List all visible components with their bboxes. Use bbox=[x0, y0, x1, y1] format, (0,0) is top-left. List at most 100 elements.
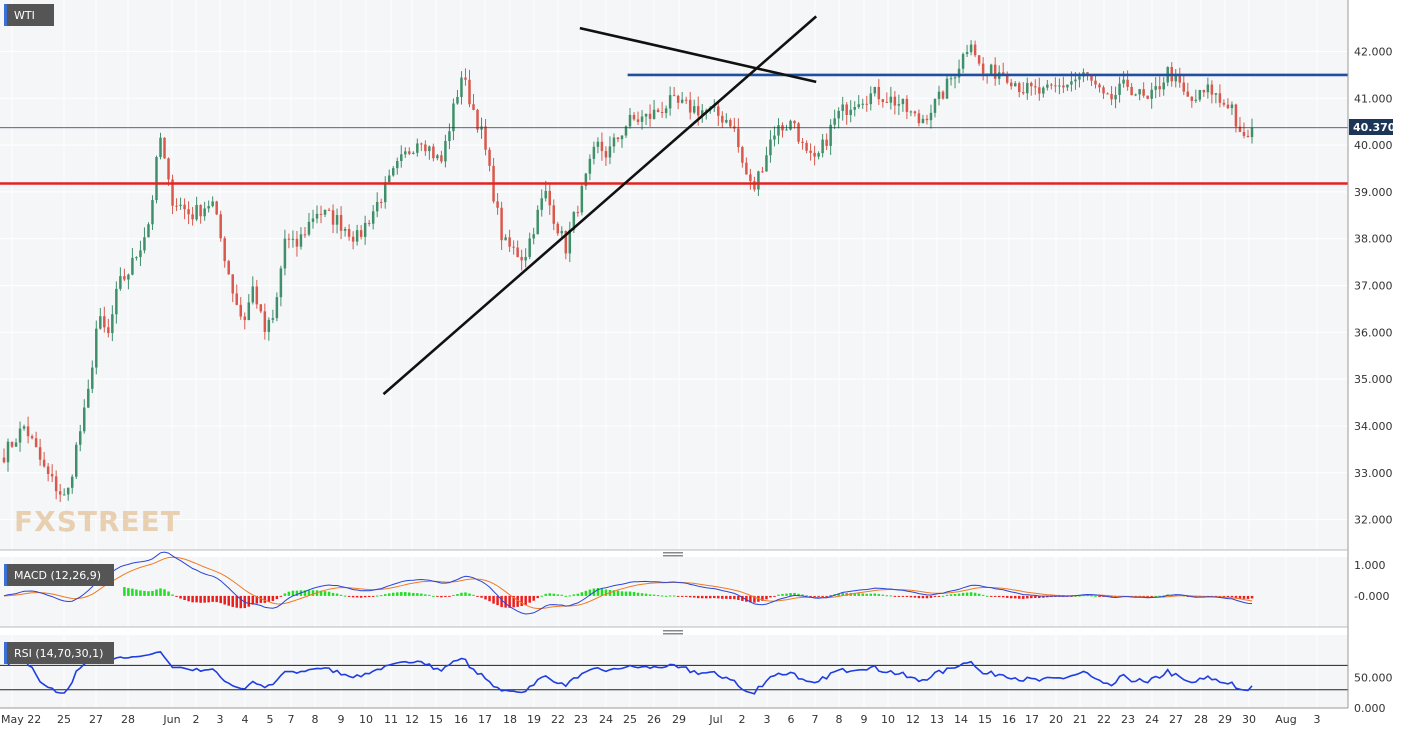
candle-body bbox=[1030, 82, 1033, 87]
macd-histogram-bar bbox=[841, 592, 844, 596]
candle-body bbox=[179, 204, 182, 206]
x-tick-label: 8 bbox=[312, 713, 319, 726]
candle-body bbox=[303, 234, 307, 236]
candle-body bbox=[367, 222, 371, 224]
x-tick-label: Jun bbox=[162, 713, 180, 726]
wti-label-text: WTI bbox=[14, 9, 35, 22]
macd-histogram-bar bbox=[223, 595, 226, 605]
macd-histogram-bar bbox=[660, 595, 664, 597]
candle-body bbox=[359, 230, 363, 237]
macd-histogram-bar bbox=[785, 593, 788, 596]
candle-body bbox=[721, 115, 724, 123]
x-tick-label: 23 bbox=[574, 713, 588, 726]
candle-body bbox=[387, 175, 391, 183]
candle-body bbox=[1062, 85, 1065, 88]
candle-body bbox=[50, 473, 54, 477]
macd-histogram-bar bbox=[367, 595, 371, 598]
candle-body bbox=[355, 230, 359, 242]
candle-body bbox=[981, 63, 985, 74]
candle-body bbox=[933, 98, 937, 113]
candle-body bbox=[1150, 89, 1153, 99]
candle-body bbox=[163, 137, 166, 159]
x-tick-label: 15 bbox=[978, 713, 992, 726]
macd-histogram-bar bbox=[777, 594, 780, 596]
macd-histogram-bar bbox=[616, 590, 620, 596]
macd-histogram-bar bbox=[488, 595, 491, 602]
candle-body bbox=[167, 158, 170, 180]
macd-histogram-bar bbox=[1034, 595, 1037, 598]
rsi-line bbox=[7, 651, 1253, 695]
candle-body bbox=[889, 96, 893, 103]
candle-body bbox=[1158, 86, 1161, 90]
macd-histogram-bar bbox=[941, 595, 945, 597]
candle-body bbox=[861, 103, 864, 105]
candle-body bbox=[460, 77, 463, 97]
candle-body bbox=[452, 103, 455, 132]
macd-histogram-bar bbox=[219, 595, 222, 604]
macd-histogram-bar bbox=[668, 595, 672, 597]
macd-histogram-bar bbox=[688, 595, 692, 598]
candle-body bbox=[524, 256, 527, 261]
candle-body bbox=[753, 181, 756, 190]
macd-histogram-bar bbox=[335, 593, 339, 596]
candle-body bbox=[1218, 93, 1222, 103]
candle-body bbox=[725, 120, 728, 123]
macd-histogram-bar bbox=[155, 589, 158, 596]
candle-body bbox=[608, 146, 612, 158]
candle-body bbox=[271, 318, 275, 320]
candle-body bbox=[881, 99, 885, 102]
y-tick-label: 32.000 bbox=[1354, 514, 1393, 527]
macd-histogram-bar bbox=[436, 595, 439, 597]
candle-body bbox=[323, 209, 327, 215]
macd-label-text: MACD (12,26,9) bbox=[14, 569, 101, 582]
macd-histogram-bar bbox=[949, 594, 953, 596]
x-tick-label: 8 bbox=[836, 713, 843, 726]
macd-histogram-bar bbox=[568, 595, 572, 597]
candle-body bbox=[1005, 73, 1009, 83]
macd-histogram-bar bbox=[861, 593, 864, 596]
macd-histogram-bar bbox=[692, 595, 696, 598]
macd-histogram-bar bbox=[175, 595, 178, 597]
candle-body bbox=[243, 316, 247, 321]
y-tick-label: 37.000 bbox=[1354, 280, 1393, 293]
macd-histogram-bar bbox=[544, 593, 547, 596]
candle-body bbox=[897, 104, 901, 106]
macd-histogram-bar bbox=[1158, 595, 1161, 597]
candle-body bbox=[66, 487, 70, 495]
pane-divider-handle-macd[interactable] bbox=[663, 552, 683, 557]
macd-histogram-bar bbox=[965, 592, 969, 596]
macd-histogram-bar bbox=[456, 593, 459, 596]
macd-histogram-bar bbox=[773, 595, 776, 597]
candle-body bbox=[1214, 93, 1218, 95]
candle-body bbox=[1198, 89, 1202, 100]
candle-body bbox=[420, 143, 423, 145]
candle-body bbox=[993, 64, 997, 79]
macd-histogram-bar bbox=[945, 594, 949, 596]
falling-resistance-trendline bbox=[579, 26, 817, 84]
macd-histogram-bar bbox=[460, 592, 463, 596]
candle-body bbox=[1210, 84, 1214, 95]
candle-body bbox=[203, 208, 206, 217]
candle-body bbox=[171, 179, 174, 206]
pane-divider-handle-rsi[interactable] bbox=[663, 630, 683, 635]
candle-body bbox=[572, 212, 576, 230]
macd-histogram-bar bbox=[745, 595, 748, 602]
candle-body bbox=[1226, 104, 1230, 109]
macd-histogram-bar bbox=[359, 595, 363, 598]
macd-histogram-bar bbox=[789, 593, 792, 596]
rsi-y-tick: 50.000 bbox=[1354, 672, 1393, 685]
macd-histogram-bar bbox=[981, 594, 985, 596]
candle-body bbox=[1098, 84, 1101, 88]
candle-body bbox=[953, 77, 957, 79]
candle-body bbox=[765, 155, 768, 172]
macd-histogram-bar bbox=[1046, 595, 1049, 598]
candle-body bbox=[444, 141, 447, 162]
macd-line bbox=[3, 551, 1253, 615]
candle-body bbox=[612, 137, 616, 147]
macd-histogram-bar bbox=[375, 595, 379, 597]
candle-body bbox=[913, 111, 917, 114]
macd-histogram-bar bbox=[801, 594, 804, 596]
macd-histogram-bar bbox=[713, 595, 716, 599]
macd-histogram-bar bbox=[231, 595, 234, 607]
macd-histogram-bar bbox=[640, 593, 644, 596]
